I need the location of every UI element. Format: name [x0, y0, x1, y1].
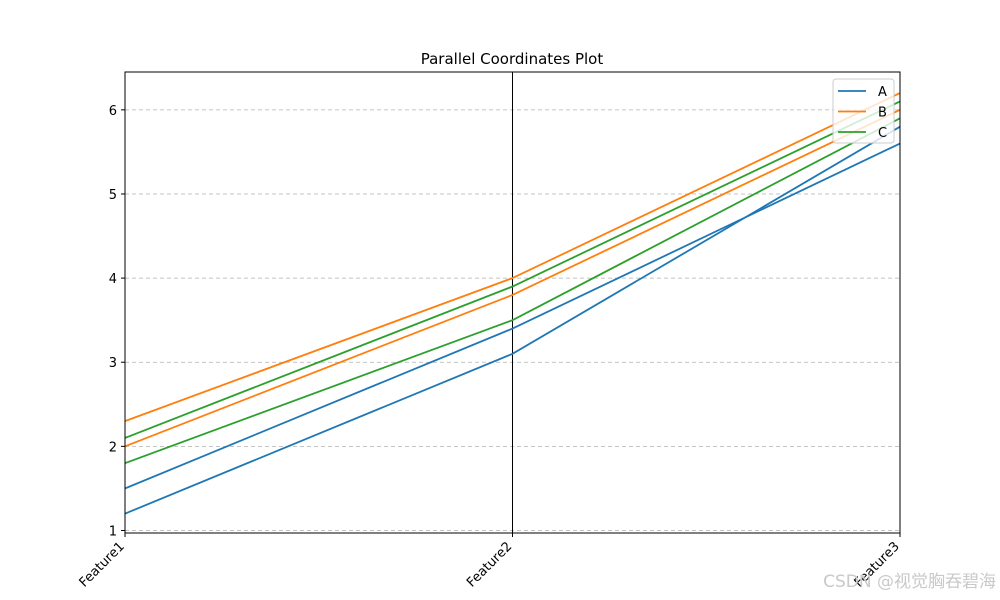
y-tick-label: 1: [109, 524, 117, 539]
series-line-C: [124, 117, 901, 465]
legend-label: C: [878, 126, 887, 141]
series-line-A: [124, 125, 901, 515]
x-tick-label: Feature1: [77, 539, 128, 590]
y-tick-label: 5: [109, 188, 117, 203]
feature-axes: [124, 72, 901, 533]
legend: ABC: [832, 78, 895, 144]
y-tick-label: 4: [109, 272, 117, 287]
series-line-C: [124, 100, 901, 439]
y-ticks: 1 2 3 4 5 6: [109, 104, 125, 539]
chart-title: Parallel Coordinates Plot: [421, 50, 604, 68]
series-line-A: [124, 142, 901, 490]
x-tick-label: Feature2: [464, 539, 515, 590]
legend-label: A: [878, 85, 887, 100]
y-tick-label: 3: [109, 356, 117, 371]
y-tick-label: 6: [109, 104, 117, 119]
x-ticks: Feature1 Feature2 Feature3: [77, 533, 903, 590]
series-line-B: [124, 92, 901, 422]
series-lines: [124, 92, 901, 515]
watermark: CSDN @视觉胸吞碧海: [823, 572, 996, 592]
legend-label: B: [878, 106, 887, 121]
y-tick-label: 2: [109, 440, 117, 455]
series-line-B: [124, 109, 901, 448]
